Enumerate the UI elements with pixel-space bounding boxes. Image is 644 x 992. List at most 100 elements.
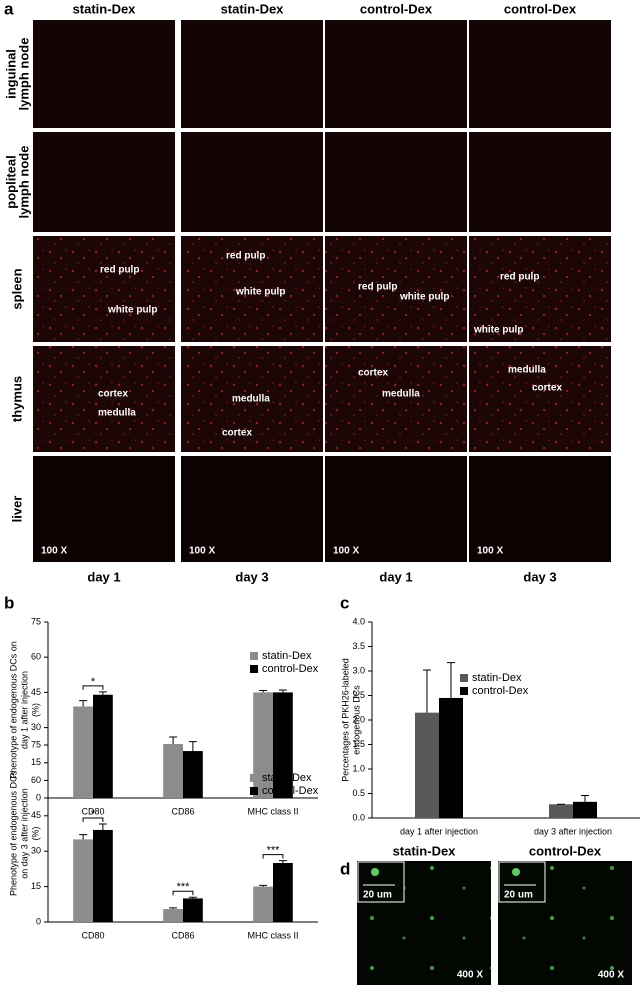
inset: [357, 861, 405, 903]
legend-swatch: [250, 787, 258, 795]
legend-label: control-Dex: [472, 685, 529, 697]
cell: [371, 868, 379, 876]
error-bar: [169, 736, 178, 745]
region-label: white pulp: [473, 325, 523, 336]
legend-swatch: [460, 687, 468, 695]
y-axis-label: (%): [30, 827, 40, 841]
significance-label: *: [91, 676, 96, 688]
micrograph: [469, 346, 611, 452]
micrograph: [181, 346, 323, 452]
y-tick-label: 45: [31, 687, 41, 697]
micrograph: [325, 132, 467, 232]
bar: [439, 697, 463, 818]
region-label: red pulp: [358, 282, 397, 293]
legend-label: statin-Dex: [262, 772, 312, 784]
micrograph: [181, 236, 323, 342]
error-bar: [581, 794, 589, 802]
panel-label: b: [4, 593, 14, 612]
y-tick-label: 75: [31, 616, 41, 626]
row-label: inguinal: [3, 49, 18, 99]
bar: [183, 898, 203, 922]
micrograph: [469, 20, 611, 128]
bar: [253, 886, 273, 922]
cell: [512, 868, 520, 876]
y-tick-label: 0: [36, 792, 41, 802]
bar: [573, 801, 597, 818]
y-axis-label: day 1 after injection: [19, 671, 29, 749]
x-tick-label: CD80: [81, 806, 104, 816]
region-label: red pulp: [500, 272, 539, 283]
significance-bracket: [82, 685, 104, 690]
panel-label: d: [340, 859, 350, 878]
error-bar: [259, 690, 268, 693]
x-tick-label: CD86: [171, 930, 194, 940]
region-label: medulla: [98, 408, 136, 419]
bar: [93, 694, 113, 798]
y-axis-label: endogenous DCs: [351, 685, 361, 755]
micrograph: [33, 132, 175, 232]
y-tick-label: 60: [31, 775, 41, 785]
x-tick-label: day 1 after injection: [400, 826, 478, 836]
region-label: cortex: [532, 383, 562, 394]
error-bar: [423, 669, 431, 713]
y-tick-label: 30: [31, 846, 41, 856]
micrograph: [325, 20, 467, 128]
error-bar: [278, 689, 287, 693]
bar: [549, 804, 573, 818]
micrograph: [469, 236, 611, 342]
y-tick-label: 4.0: [352, 616, 365, 626]
row-label: thymus: [9, 376, 24, 422]
row-label: spleen: [9, 268, 24, 309]
y-axis-label: Phenotype of endogenous DCs: [8, 770, 18, 896]
y-axis-label: on day 3 after injection: [19, 788, 29, 879]
error-bar: [278, 860, 287, 863]
y-tick-label: 45: [31, 810, 41, 820]
bar: [183, 751, 203, 798]
region-label: white pulp: [235, 287, 285, 298]
micrograph: [181, 20, 323, 128]
magnification: 100 X: [333, 546, 359, 557]
row-label: lymph node: [16, 38, 31, 111]
micrograph: [181, 132, 323, 232]
y-tick-label: 15: [31, 881, 41, 891]
magnification: 100 X: [477, 546, 503, 557]
bar: [93, 829, 113, 922]
micrograph: [325, 236, 467, 342]
y-tick-label: 3.0: [352, 665, 365, 675]
row-label: popliteal: [3, 155, 18, 208]
region-label: red pulp: [226, 251, 265, 262]
scale-bar-label: 20 um: [363, 890, 392, 901]
micrograph: [33, 20, 175, 128]
y-tick-label: 3.5: [352, 641, 365, 651]
bar: [73, 706, 93, 798]
error-bar: [447, 662, 455, 698]
bar: [163, 909, 183, 922]
error-bar: [79, 700, 88, 707]
error-bar: [188, 896, 197, 899]
day-label: day 3: [523, 569, 556, 584]
micrograph: [325, 456, 467, 562]
column-header: control-Dex: [360, 1, 433, 16]
x-tick-label: CD86: [171, 806, 194, 816]
y-tick-label: 1.0: [352, 763, 365, 773]
column-header: statin-Dex: [73, 1, 137, 16]
significance-bracket: [82, 817, 104, 823]
y-tick-label: 60: [31, 652, 41, 662]
micrograph: [181, 456, 323, 562]
legend-label: control-Dex: [262, 663, 319, 675]
magnification: 100 X: [41, 546, 67, 557]
day-label: day 1: [379, 569, 412, 584]
error-bar: [98, 823, 107, 830]
y-tick-label: 75: [31, 739, 41, 749]
x-tick-label: MHC class II: [247, 930, 298, 940]
micrograph: [33, 456, 175, 562]
region-label: medulla: [382, 389, 420, 400]
magnification: 400 X: [598, 970, 624, 981]
row-label: lymph node: [16, 146, 31, 219]
image-title: control-Dex: [529, 843, 602, 858]
legend-label: control-Dex: [262, 785, 319, 797]
error-bar: [79, 834, 88, 840]
column-header: control-Dex: [504, 1, 577, 16]
error-bar: [98, 691, 107, 695]
